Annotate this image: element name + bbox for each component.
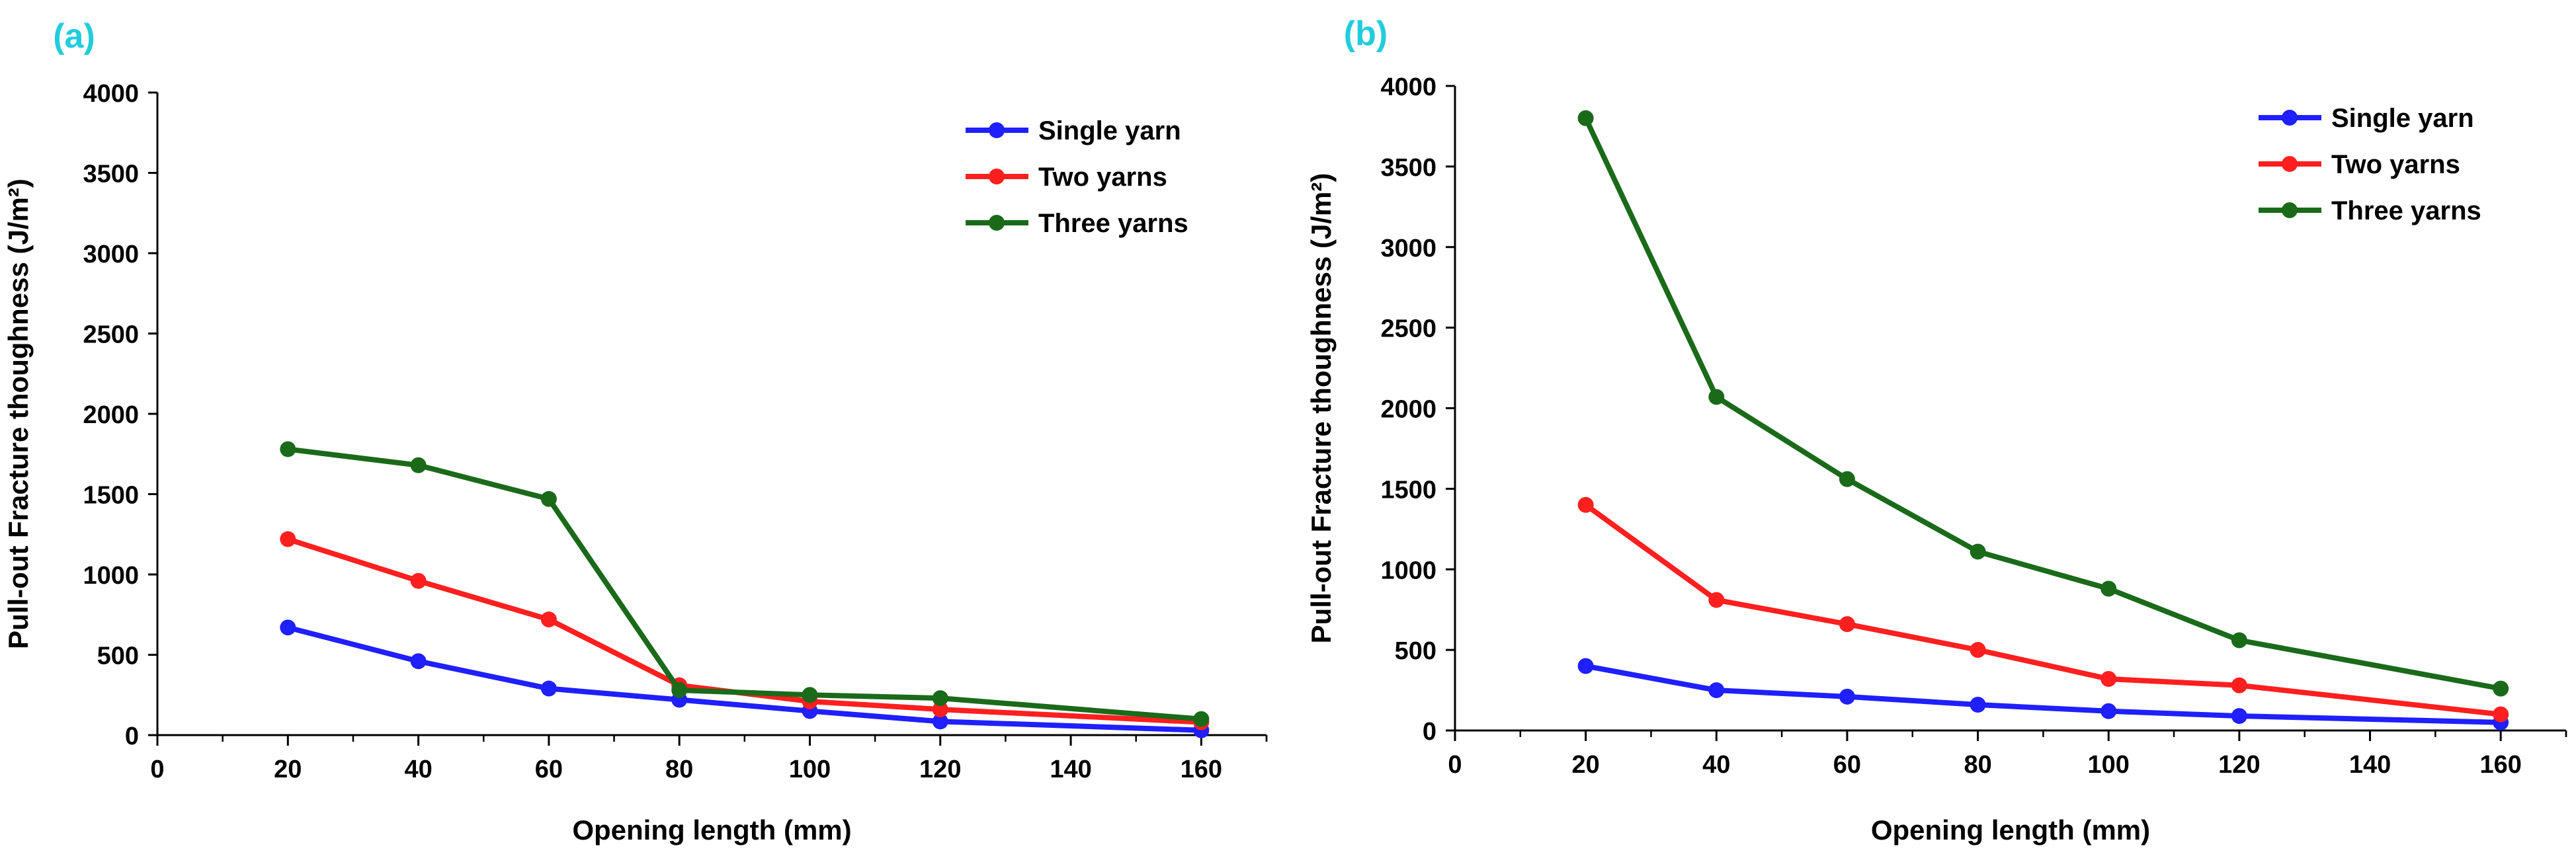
legend-marker — [2282, 110, 2298, 126]
y-tick-label: 1500 — [1380, 476, 1436, 504]
y-axis-title: Pull-out Fracture thoughness (J/m²) — [1306, 173, 1337, 644]
y-tick-label: 2500 — [1380, 315, 1436, 343]
y-tick-label: 1000 — [1380, 557, 1436, 584]
legend-marker — [989, 169, 1005, 184]
data-point — [802, 687, 818, 703]
data-point — [1839, 616, 1855, 633]
data-point — [1970, 697, 1986, 713]
legend-entry: Three yarns — [966, 209, 1188, 238]
y-tick-label: 3000 — [1380, 235, 1436, 262]
data-point — [2231, 632, 2247, 649]
legend-marker — [989, 122, 1005, 138]
data-point — [1839, 471, 1855, 487]
data-point — [1708, 682, 1725, 699]
legend-marker — [2282, 156, 2298, 172]
legend-label: Single yarn — [1038, 116, 1181, 145]
x-tick-label: 80 — [1964, 751, 1991, 779]
data-point — [671, 682, 688, 698]
legend-marker — [989, 215, 1005, 231]
y-tick-label: 3500 — [1380, 154, 1436, 182]
data-point — [540, 611, 557, 628]
x-tick-label: 20 — [1572, 751, 1600, 779]
data-point — [932, 690, 948, 707]
x-axis-title: Opening length (mm) — [1871, 814, 2150, 846]
x-tick-label: 160 — [2479, 751, 2521, 779]
data-point — [2231, 708, 2247, 725]
y-tick-label: 4000 — [83, 80, 139, 108]
legend-entry: Two yarns — [2259, 150, 2460, 179]
x-tick-label: 0 — [150, 756, 164, 783]
data-point — [1708, 592, 1725, 608]
panel-label: (a) — [53, 17, 95, 56]
data-point — [410, 572, 427, 589]
y-tick-label: 4000 — [1380, 73, 1436, 101]
data-point — [2493, 680, 2509, 697]
x-tick-label: 60 — [535, 756, 563, 783]
data-point — [2231, 677, 2247, 693]
data-point — [2100, 671, 2117, 687]
legend-label: Three yarns — [2331, 196, 2481, 225]
data-point — [1839, 688, 1855, 705]
data-point — [1708, 389, 1725, 405]
y-axis-title: Pull-out Fracture thoughness (J/m²) — [3, 178, 34, 649]
data-point — [280, 619, 296, 636]
legend-entry: Single yarn — [966, 116, 1181, 145]
data-point — [2493, 706, 2509, 723]
chart-panel-b: (b) 0 500 1000 1500 2000 2500 3000 3500 4000 0 20 40… — [1306, 15, 2567, 846]
y-tick-label: 1500 — [83, 482, 139, 510]
legend-label: Three yarns — [1038, 209, 1188, 238]
data-point — [410, 653, 427, 670]
data-point — [2100, 703, 2117, 719]
x-tick-label: 140 — [1050, 756, 1091, 783]
legend-marker — [2282, 202, 2298, 218]
data-point — [410, 457, 427, 473]
legend-label: Two yarns — [2331, 150, 2460, 179]
y-tick-label: 2500 — [83, 321, 139, 349]
chart-panel-a: (a) 0 500 1000 1500 2000 2500 3000 3500 4000 0 20 40… — [3, 17, 1268, 846]
data-point — [932, 701, 948, 718]
y-tick-label: 1000 — [83, 562, 139, 590]
x-tick-label: 40 — [1702, 751, 1730, 779]
x-tick-label: 100 — [789, 756, 831, 783]
data-point — [280, 441, 296, 457]
data-point — [1193, 711, 1210, 727]
x-tick-label: 120 — [919, 756, 961, 783]
legend-entry: Single yarn — [2259, 104, 2474, 133]
legend-entry: Two yarns — [966, 163, 1167, 192]
y-tick-label: 0 — [1423, 718, 1436, 746]
panel-label: (b) — [1344, 15, 1388, 53]
y-tick-label: 3500 — [83, 161, 139, 188]
legend-label: Single yarn — [2331, 104, 2474, 133]
x-tick-label: 0 — [1448, 751, 1462, 779]
x-tick-label: 60 — [1833, 751, 1861, 779]
series-line-two-yarns — [1584, 502, 2501, 717]
x-tick-label: 120 — [2218, 751, 2260, 779]
data-point — [280, 531, 296, 547]
x-axis-title: Opening length (mm) — [572, 814, 851, 846]
legend-entry: Three yarns — [2259, 196, 2481, 225]
data-point — [1577, 658, 1594, 674]
data-point — [2100, 580, 2117, 597]
y-tick-label: 2000 — [83, 401, 139, 429]
x-tick-label: 40 — [404, 756, 432, 783]
y-tick-label: 500 — [97, 643, 139, 670]
data-point — [1970, 543, 1986, 560]
data-point — [540, 680, 557, 697]
x-tick-label: 160 — [1181, 756, 1222, 783]
x-tick-label: 20 — [274, 756, 302, 783]
data-point — [1970, 642, 1986, 658]
y-tick-label: 3000 — [83, 241, 139, 268]
data-point — [1577, 110, 1594, 126]
y-tick-label: 500 — [1395, 637, 1436, 665]
y-tick-label: 2000 — [1380, 396, 1436, 424]
data-point — [540, 491, 557, 507]
y-tick-label: 0 — [125, 723, 139, 750]
data-point — [932, 713, 948, 730]
x-tick-label: 80 — [665, 756, 693, 783]
x-tick-label: 100 — [2088, 751, 2130, 779]
legend-label: Two yarns — [1038, 163, 1167, 192]
x-tick-label: 140 — [2349, 751, 2391, 779]
data-point — [1577, 496, 1594, 513]
